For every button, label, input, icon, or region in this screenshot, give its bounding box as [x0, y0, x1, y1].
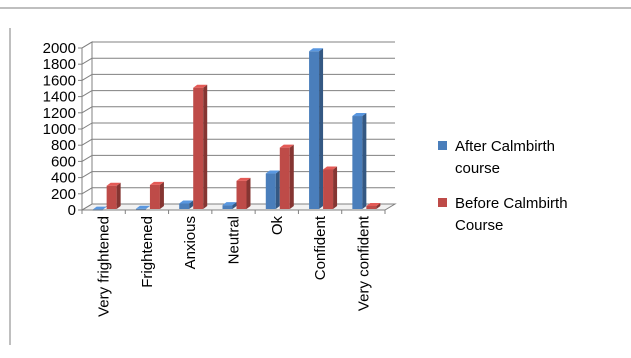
bar-top: [193, 84, 208, 88]
bar-front: [222, 205, 233, 209]
legend-label: Before Calmbirth Course: [455, 195, 568, 234]
bar-side: [189, 200, 194, 209]
bar-side: [203, 84, 208, 209]
bar-front: [236, 180, 247, 209]
legend-swatch: [438, 141, 447, 150]
gridline-depth: [81, 187, 93, 195]
bar-side: [333, 166, 338, 209]
bar-top: [135, 205, 150, 209]
legend-item: After Calmbirth course: [438, 138, 555, 177]
legend-label: After Calmbirth course: [455, 138, 555, 177]
bar-side: [275, 170, 280, 209]
bar-side: [145, 205, 150, 209]
bar-front: [366, 205, 377, 209]
bar-top: [352, 113, 367, 117]
bar-top: [323, 166, 338, 170]
y-tick-label: 1600: [43, 72, 76, 89]
bar-side: [116, 182, 121, 209]
bar-front: [323, 169, 334, 209]
x-tick-label: Confident: [312, 215, 329, 280]
bar-top: [366, 202, 381, 206]
bar: [279, 144, 294, 209]
y-tick-label: 200: [51, 186, 76, 203]
y-tick-label: 2000: [43, 40, 76, 57]
bar-front: [279, 147, 290, 209]
bar-front: [309, 51, 320, 209]
x-tick-label: Frightened: [139, 216, 156, 288]
bar-top: [106, 182, 121, 186]
bar: [106, 182, 121, 209]
gridline-depth: [81, 171, 93, 179]
y-tick-label: 1800: [43, 56, 76, 73]
bar-top: [279, 144, 294, 148]
bar-front: [106, 185, 117, 209]
gridline-depth: [81, 138, 93, 146]
bar: [193, 84, 208, 209]
x-tick-label: Neutral: [226, 216, 243, 264]
legend: After Calmbirth course Before Calmbirth Cou…: [438, 138, 568, 234]
gridline-depth: [81, 154, 93, 162]
y-tick-label: 1400: [43, 89, 76, 106]
gridline-depth: [81, 203, 93, 211]
bar: [135, 205, 150, 210]
bar: [179, 200, 194, 209]
bar-front: [265, 173, 276, 209]
bar: [366, 202, 381, 209]
gridline-depth: [81, 122, 93, 130]
bar-side: [246, 177, 251, 209]
bar-top: [309, 48, 324, 52]
gridline-depth: [81, 57, 93, 65]
y-tick-label: 0: [68, 202, 76, 219]
bar-side: [319, 48, 324, 209]
bar: [265, 170, 280, 209]
y-tick-label: 1000: [43, 121, 76, 138]
bar: [309, 48, 324, 209]
x-tick-label: Very frightened: [96, 216, 113, 317]
bar-front: [179, 203, 190, 209]
bar-front: [149, 184, 160, 209]
gridlines: [81, 41, 395, 211]
bar-top: [149, 181, 164, 185]
gridline-depth: [81, 41, 93, 49]
bar-top: [179, 200, 194, 204]
x-axis: Very frightened Frightened Anxious Neutral O…: [81, 209, 386, 317]
bar: [236, 177, 251, 209]
legend-swatch: [438, 198, 447, 207]
bar-front: [193, 87, 204, 209]
bar-top: [92, 206, 107, 210]
bar-side: [159, 181, 164, 209]
bar-front: [352, 116, 363, 209]
gridline-depth: [81, 73, 93, 81]
bar-side: [362, 113, 367, 209]
x-tick-label: Very confident: [355, 215, 372, 311]
bar: [352, 113, 367, 209]
bar-side: [232, 202, 237, 209]
bar-side: [376, 202, 381, 209]
y-tick-label: 400: [51, 170, 76, 187]
gridline-depth: [81, 106, 93, 114]
bar: [222, 202, 237, 209]
legend-item: Before Calmbirth Course: [438, 195, 568, 234]
x-tick-label: Anxious: [182, 216, 199, 269]
bar-top: [222, 202, 237, 206]
bar: [323, 166, 338, 209]
bar: [149, 181, 164, 209]
y-tick-label: 800: [51, 137, 76, 154]
bar-top: [265, 170, 280, 174]
bar-top: [236, 177, 251, 181]
gridline-depth: [81, 90, 93, 98]
bars: [92, 48, 381, 211]
x-tick-label: Ok: [269, 216, 286, 236]
y-tick-label: 1200: [43, 105, 76, 122]
bar-side: [289, 144, 294, 209]
bar-front: [135, 208, 146, 210]
y-tick-label: 600: [51, 153, 76, 170]
